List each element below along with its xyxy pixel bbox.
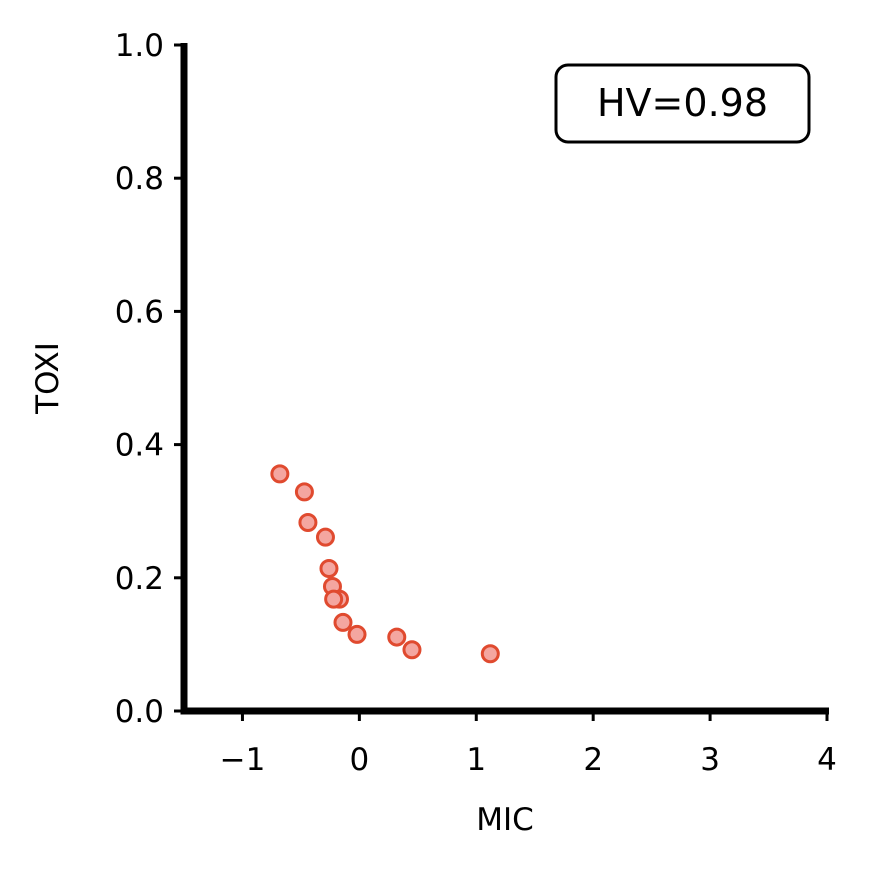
y-tick-label: 1.0 xyxy=(115,28,164,64)
y-tick-label: 0.4 xyxy=(115,428,164,464)
x-tick-label: 0 xyxy=(349,742,369,778)
data-point xyxy=(347,624,367,644)
hv-annotation: HV=0.98 xyxy=(554,63,811,144)
data-points xyxy=(270,464,500,664)
x-tick-label: −1 xyxy=(220,742,266,778)
y-tick-label: 0.6 xyxy=(115,294,164,330)
y-axis-label: TOXI xyxy=(30,342,66,415)
x-tick-label: 4 xyxy=(817,742,837,778)
data-point xyxy=(298,513,318,533)
data-point xyxy=(324,589,344,609)
data-point xyxy=(294,482,314,502)
data-point xyxy=(387,627,407,647)
data-point xyxy=(480,644,500,664)
data-point xyxy=(402,640,422,660)
data-point xyxy=(270,464,290,484)
x-tick-label: 2 xyxy=(583,742,603,778)
annotation-box xyxy=(554,63,811,144)
annotation-text: HV=0.98 xyxy=(597,81,768,125)
x-axis-label: MIC xyxy=(476,802,534,838)
x-tick-label: 1 xyxy=(466,742,486,778)
x-tick-label: 3 xyxy=(700,742,720,778)
data-point xyxy=(315,527,335,547)
data-point xyxy=(319,558,339,578)
y-tick-label: 0.8 xyxy=(115,161,164,197)
y-tick-label: 0.2 xyxy=(115,561,164,597)
y-tick-label: 0.0 xyxy=(115,694,164,730)
data-point xyxy=(333,612,353,632)
y-axis-ticks: 0.0 0.2 0.4 0.6 0.8 1.0 xyxy=(115,28,184,730)
